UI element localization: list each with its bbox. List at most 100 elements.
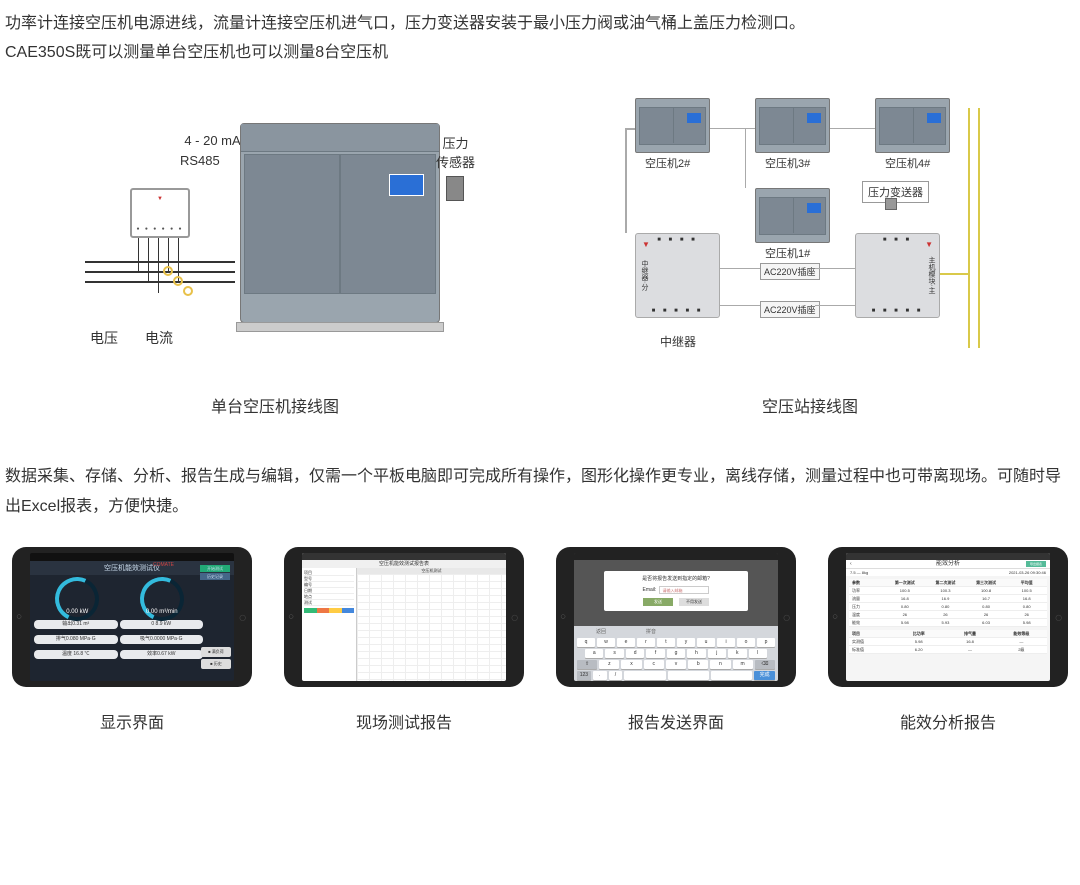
comp1-label: 空压机1# [765,245,810,261]
kbd-key[interactable]: y [677,638,695,647]
kbd-key[interactable]: x [621,660,641,669]
kbd-key[interactable]: n [710,660,730,669]
table-header: 第二次测试 [925,579,966,586]
kbd-key[interactable]: u [697,638,715,647]
cancel-button[interactable]: 不用发送 [679,598,709,606]
kbd-key[interactable]: f [646,649,664,658]
send-button[interactable]: 发送 [643,598,673,606]
kbd-key[interactable]: l [749,649,767,658]
table-row: 流量16.816.916.716.8 [849,595,1047,603]
intro-line1: 功率计连接空压机电源进线，流量计连接空压机进气口，压力变送器安装于最小压力阀或油… [5,10,1075,39]
kbd-key[interactable]: j [708,649,726,658]
side-button[interactable]: ■ 满负荷 [201,647,231,657]
tablet-block-1: 空压机能效测试仪 COMATE 开始测试 历史记录 0.00 kW 0.00 m… [5,547,259,733]
kbd-key[interactable]: z [599,660,619,669]
stat-pill: 效率0.67 kW [120,650,204,659]
kbd-key[interactable]: e [617,638,635,647]
compressor-control-panel [389,174,424,196]
table-row: 功率100.5100.3100.8100.5 [849,587,1047,595]
table-header: 平均值 [1006,579,1047,586]
start-test-button[interactable]: 开始测试 [200,565,230,572]
tablet4-caption: 能效分析报告 [900,709,996,733]
kbd-key[interactable]: c [644,660,664,669]
history-button[interactable]: 历史记录 [200,573,230,580]
kbd-key[interactable]: p [757,638,775,647]
kbd-key[interactable]: r [637,638,655,647]
screen-send: 是否将报告发送到指定的邮箱? Email: 请输入邮箱 发送 不用发送 返回 拼… [574,553,778,681]
kbd-tab[interactable]: 返回 [576,628,626,636]
ct-ring [163,266,173,276]
kbd-key[interactable] [624,671,665,680]
intro-line2: CAE350S既可以测量单台空压机也可以测量8台空压机 [5,39,1075,68]
s4-title: ‹ 能效分析 导出报表 [846,560,1050,569]
kbd-key[interactable]: w [597,638,615,647]
kbd-key[interactable]: m [733,660,753,669]
diagram-single: 4 - 20 mA RS485 ● ● ● ● ● ● 压力 传感器 [70,103,480,417]
repeater-box: ▼ 中继器·分 ■ ■ ■ ■ ■ ■ ■ ■ ■ [635,233,720,318]
stat-pill: 吸气0.0000 MPa·G [120,635,204,644]
station-diagram: 空压机2# 空压机3# 空压机4# 空压机1# 压力变送器 ▼ 中继器·分 ■ … [610,93,1010,373]
table-header: 排气量 [944,630,995,637]
tablet2-caption: 现场测试报告 [356,709,452,733]
s2-title: 空压机能效测试报告表 [302,560,506,568]
spreadsheet-grid: 空压机测试 [357,568,506,681]
comp2-label: 空压机2# [645,155,690,171]
ac-label-2: AC220V插座 [760,301,820,318]
main-module-box: ▼ 主机模块·主 ■ ■ ■ ■ ■ ■ ■ ■ [855,233,940,318]
kbd-key[interactable]: o [737,638,755,647]
back-icon[interactable]: ‹ [850,560,852,569]
controller-box: ● ● ● ● ● ● [130,188,190,238]
diagram-station: 空压机2# 空压机3# 空压机4# 空压机1# 压力变送器 ▼ 中继器·分 ■ … [610,93,1010,417]
kbd-key[interactable]: g [667,649,685,658]
kbd-key[interactable]: d [626,649,644,658]
analysis-table-1: 参数第一次测试第二次测试第三次测试平均值功率100.5100.3100.8100… [849,579,1047,627]
tablet-2: 空压机能效测试报告表 项目 型号 编号 日期 地点 测试 空压机测 [284,547,524,687]
kbd-key[interactable]: ⇧ [577,660,597,669]
kbd-key[interactable] [668,671,709,680]
table-header: 第三次测试 [966,579,1007,586]
kbd-key[interactable]: / [609,671,623,680]
kbd-key[interactable]: s [605,649,623,658]
table-row: 温度26262626 [849,611,1047,619]
bus-vert [978,108,980,348]
kbd-key[interactable]: ⌫ [755,660,775,669]
kbd-key[interactable]: . [593,671,607,680]
compressor-1 [755,188,830,243]
email-input[interactable]: 请输入邮箱 [659,586,709,594]
kbd-key[interactable]: h [687,649,705,658]
kbd-tab[interactable]: 拼音 [626,628,676,636]
conn [830,128,875,129]
screen-analysis: ‹ 能效分析 导出报表 7.5 — 8kg 2021-03-26 09:30:4… [846,553,1050,681]
kbd-key[interactable]: q [577,638,595,647]
kbd-key[interactable]: a [585,649,603,658]
compressor-unit [240,123,440,323]
conn [815,305,855,306]
kbd-key[interactable]: k [728,649,746,658]
bus-h [940,273,970,275]
kbd-key[interactable]: t [657,638,675,647]
kbd-key[interactable]: 123 [577,671,591,680]
tablet-1: 空压机能效测试仪 COMATE 开始测试 历史记录 0.00 kW 0.00 m… [12,547,252,687]
kbd-tab[interactable] [676,628,726,636]
power-lines [85,253,235,291]
side-button[interactable]: ■ 历史 [201,659,231,669]
kbd-key[interactable] [711,671,752,680]
s1-buttons: 开始测试 历史记录 [199,564,231,581]
kbd-key[interactable]: b [688,660,708,669]
kbd-row3: ⇧zxcvbnm⌫ [577,660,775,669]
stat-pill: 0 8.9 kW [120,620,204,629]
diagrams-row: 4 - 20 mA RS485 ● ● ● ● ● ● 压力 传感器 [5,93,1075,417]
kbd-key[interactable]: i [717,638,735,647]
compressor-2 [635,98,710,153]
kbd-key[interactable]: 完成 [754,671,775,680]
report-form: 项目 型号 编号 日期 地点 测试 [302,568,357,681]
pressure-sensor-label: 压力 传感器 [436,133,475,201]
compressor-3 [755,98,830,153]
export-button[interactable]: 导出报表 [1026,561,1046,567]
controller-ports: ● ● ● ● ● ● [132,226,188,232]
gauge-power: 0.00 kW [52,577,102,615]
kbd-tab[interactable] [726,628,776,636]
kbd-row4: 123./ 完成 [577,671,775,680]
tablets-row: 空压机能效测试仪 COMATE 开始测试 历史记录 0.00 kW 0.00 m… [5,547,1075,733]
kbd-key[interactable]: v [666,660,686,669]
